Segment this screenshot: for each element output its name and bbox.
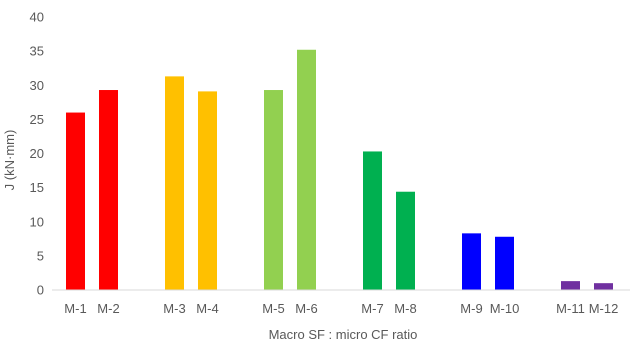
bar-m-4 xyxy=(198,91,217,290)
y-tick-label: 5 xyxy=(37,248,44,263)
bar-m-11 xyxy=(561,281,580,290)
y-tick-label: 40 xyxy=(30,10,44,25)
y-tick-label: 10 xyxy=(30,214,44,229)
bar-m-1 xyxy=(66,112,85,290)
y-tick-label: 30 xyxy=(30,78,44,93)
bar-m-8 xyxy=(396,191,415,290)
x-tick-label: M-12 xyxy=(589,301,619,316)
x-tick-label: M-11 xyxy=(556,301,585,316)
x-axis-ticks: M-1 M-2 M-3 M-4 M-5 M-6 M-7 M-8 M-9 M-10 M-11 M-12 xyxy=(64,301,618,316)
bar-m-3 xyxy=(165,76,184,290)
x-tick-label: M-8 xyxy=(394,301,416,316)
x-tick-label: M-2 xyxy=(97,301,119,316)
y-tick-label: 0 xyxy=(37,283,44,298)
bar-m-9 xyxy=(462,233,481,290)
bar-m-6 xyxy=(297,49,316,291)
y-tick-label: 35 xyxy=(30,44,44,59)
x-tick-label: M-7 xyxy=(361,301,383,316)
x-tick-label: M-10 xyxy=(490,301,520,316)
bar-m-2 xyxy=(99,90,118,290)
x-tick-label: M-1 xyxy=(64,301,86,316)
bar-m-12 xyxy=(594,283,613,290)
x-tick-label: M-5 xyxy=(262,301,284,316)
bar-m-7 xyxy=(363,151,382,290)
x-tick-label: M-6 xyxy=(295,301,317,316)
x-tick-label: M-3 xyxy=(163,301,185,316)
y-tick-label: 25 xyxy=(30,112,44,127)
x-tick-label: M-9 xyxy=(460,301,482,316)
x-axis-title: Macro SF : micro CF ratio xyxy=(269,327,418,342)
x-tick-label: M-4 xyxy=(196,301,218,316)
y-axis-ticks: 0 5 10 15 20 25 30 35 40 xyxy=(30,10,44,298)
y-tick-label: 15 xyxy=(30,180,44,195)
y-tick-label: 20 xyxy=(30,146,44,161)
bar-m-10 xyxy=(495,236,514,290)
y-axis-title: J (kN·mm) xyxy=(2,130,17,191)
bars-group xyxy=(66,49,613,291)
bar-m-5 xyxy=(264,90,283,290)
